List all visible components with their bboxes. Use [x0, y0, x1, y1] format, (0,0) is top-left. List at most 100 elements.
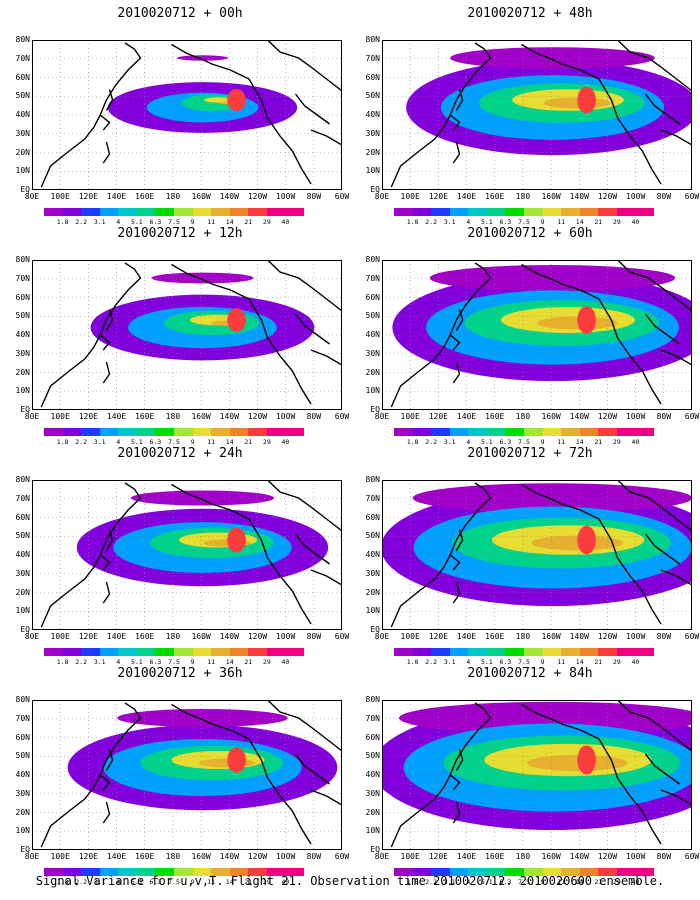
colorbar-label: 29: [262, 658, 271, 666]
colorbar-label: 40: [281, 878, 290, 886]
lon-tick-label: 120E: [78, 632, 98, 641]
colorbar-label: 11: [557, 218, 566, 226]
colorbar-label: 6.3: [149, 438, 162, 446]
map-frame: [32, 700, 342, 850]
lat-tick-label: 80N: [365, 35, 380, 44]
lon-tick-label: 100E: [50, 852, 70, 861]
colorbar-label: 3.1: [93, 878, 106, 886]
lat-tick-label: 30N: [365, 788, 380, 798]
lat-tick-label: 70N: [365, 53, 380, 63]
lat-tick-label: 40N: [365, 770, 380, 779]
panel-title: 2010020712 + 60h: [467, 226, 593, 241]
coastline: [452, 581, 461, 604]
colorbar-label: 1.8: [56, 878, 69, 886]
colorbar-label: 14: [575, 878, 584, 886]
coastline: [660, 129, 692, 146]
coastline: [105, 309, 114, 331]
colorbar-swatch: [394, 648, 413, 656]
colorbar-swatch: [412, 648, 432, 656]
colorbar-label: 29: [262, 438, 271, 446]
colorbar-swatch: [542, 208, 562, 216]
lat-tick-label: 80N: [365, 695, 380, 704]
coastline: [40, 482, 142, 628]
lon-tick-label: 80W: [656, 192, 672, 201]
variance-contour: [577, 86, 596, 114]
colorbar-label: 4: [116, 878, 121, 886]
colorbar-label: 9: [190, 438, 195, 446]
colorbar-label: 6.3: [149, 218, 162, 226]
lat-tick-label: EQ: [370, 185, 380, 194]
colorbar-swatch: [192, 208, 212, 216]
colorbar-swatch: [81, 868, 100, 876]
lon-tick-label: 140W: [219, 192, 239, 201]
lon-tick-label: 120W: [597, 412, 618, 421]
lon-tick-label: 100W: [275, 412, 296, 421]
colorbar-swatch: [174, 648, 193, 656]
colorbar-swatch: [579, 428, 599, 436]
colorbar-swatch: [524, 648, 543, 656]
coastline: [449, 334, 461, 351]
coastline: [171, 483, 312, 625]
colorbar-label: 14: [225, 218, 234, 226]
lon-tick-label: 80W: [656, 852, 672, 861]
variance-map: [382, 700, 692, 850]
lon-tick-label: 140W: [219, 852, 239, 861]
variance-contour: [537, 316, 618, 330]
lat-tick-label: 50N: [365, 751, 380, 761]
lat-tick-label: 60N: [365, 512, 380, 522]
colorbar-swatch: [412, 208, 432, 216]
coastline: [267, 40, 342, 92]
lon-tick-label: 160E: [135, 852, 155, 861]
coastline: [40, 262, 142, 408]
lat-tick-label: 60N: [365, 732, 380, 742]
lon-tick-label: 80E: [24, 852, 40, 861]
colorbar-label: 6.3: [149, 658, 162, 666]
coastline: [310, 349, 342, 366]
colorbar-label: 21: [244, 218, 253, 226]
colorbar-swatch: [211, 428, 230, 436]
coastline: [267, 700, 342, 752]
lon-tick-label: 100E: [50, 632, 70, 641]
lat-tick-label: 10N: [365, 386, 380, 396]
lat-tick-label: 30N: [365, 568, 380, 578]
coastline: [617, 260, 692, 312]
map-frame: [32, 480, 342, 630]
lon-tick-label: 140E: [106, 632, 127, 641]
variance-contour: [130, 490, 275, 506]
colorbar-label: 21: [594, 658, 603, 666]
lat-tick-label: 60N: [15, 72, 30, 82]
lon-tick-label: 160E: [135, 412, 155, 421]
lat-tick-label: 10N: [365, 606, 380, 616]
colorbar-label: 11: [557, 658, 566, 666]
colorbar-label: 40: [631, 878, 640, 886]
colorbar-swatch: [635, 428, 655, 436]
lon-tick-label: 80E: [24, 412, 40, 421]
lat-tick-label: 50N: [15, 531, 30, 541]
lon-tick-label: 160E: [485, 192, 505, 201]
colorbar-swatch: [248, 428, 267, 436]
lon-tick-label: 140E: [106, 852, 127, 861]
coastline: [171, 263, 312, 405]
coastline: [644, 753, 681, 785]
colorbar-label: 3.1: [93, 438, 106, 446]
lat-tick-label: EQ: [370, 625, 380, 634]
colorbar-swatch: [542, 868, 562, 876]
colorbar-label: 9: [540, 438, 545, 446]
colorbar-swatch: [118, 868, 137, 876]
lat-tick-label: 30N: [15, 348, 30, 358]
lat-tick-label: 80N: [15, 35, 30, 44]
coastline: [521, 703, 662, 845]
colorbar-label: 2.2: [75, 878, 88, 886]
lon-tick-label: 80E: [374, 632, 390, 641]
coastline: [660, 569, 692, 586]
coastline: [102, 361, 111, 384]
colorbar-label: 6.3: [499, 658, 512, 666]
colorbar-label: 1.8: [406, 878, 419, 886]
colorbar-swatch: [99, 648, 119, 656]
colorbar-swatch: [266, 868, 286, 876]
lon-tick-label: 100W: [625, 852, 646, 861]
colorbar-swatch: [524, 428, 543, 436]
lon-tick-label: 180: [165, 192, 181, 201]
map-panel: 2010020712 + 48h 80N 70N 60N 50N 40N 30N 20N 10N…: [360, 0, 700, 226]
variance-contour: [227, 308, 246, 332]
